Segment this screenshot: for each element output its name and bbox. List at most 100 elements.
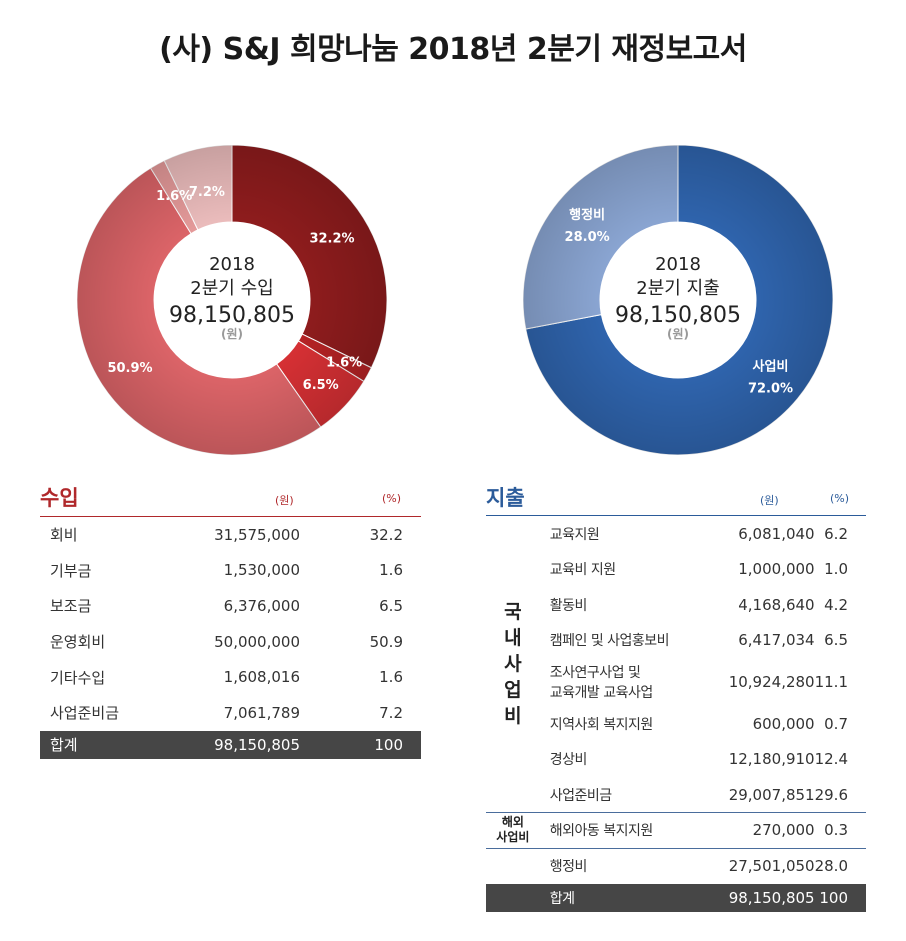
table-row: 기부금 1,530,000 1.6	[40, 553, 421, 589]
expense-row-percent: 0.3	[814, 812, 866, 848]
expense-row-percent: 1.0	[824, 560, 848, 579]
income-row-percent: 7.2	[379, 703, 403, 722]
expense-row-label-line2: 교육개발 교육사업	[549, 685, 654, 701]
income-row-label: 기타수입	[50, 668, 106, 687]
income-slice-label: 1.6%	[156, 189, 192, 204]
domestic-group-char: 업	[504, 679, 522, 701]
expense-total-percent: 100	[819, 888, 848, 907]
expense-section-title: 지출	[486, 486, 525, 510]
table-row: 사업준비금 29,007,851 29.6	[486, 777, 866, 813]
income-row-amount: 1,608,016	[223, 668, 300, 687]
expense-row-percent: 6.2	[824, 524, 848, 543]
domestic-group-char: 사	[504, 653, 522, 675]
income-center-year: 2018	[209, 254, 255, 275]
expense-row-percent: 28.0	[814, 847, 866, 884]
domestic-group-char: 비	[504, 705, 522, 727]
income-row-label: 보조금	[50, 597, 92, 616]
table-row: 회비 31,575,000 32.2	[40, 517, 421, 553]
table-row: 교육비 지원 1,000,000 1.0	[486, 552, 866, 588]
table-row: 행정비 27,501,050 28.0	[486, 847, 866, 884]
income-row-amount: 1,530,000	[223, 561, 300, 580]
expense-slice-label: 28.0%	[565, 230, 610, 245]
table-row: 해외 사업비 해외아동 복지지원 270,000 0.3	[486, 812, 866, 848]
income-row-amount: 7,061,789	[223, 703, 300, 722]
table-row: 활동비 4,168,640 4.2	[486, 587, 866, 623]
income-slice-label: 7.2%	[189, 185, 225, 200]
expense-row-label: 행정비	[539, 847, 705, 884]
income-row-amount: 50,000,000	[214, 632, 300, 651]
income-percent-unit: (%)	[382, 492, 402, 505]
income-slice-label: 6.5%	[303, 378, 339, 393]
admin-group-cell	[486, 847, 540, 884]
expense-row-label: 교육비 지원	[549, 562, 616, 579]
expense-row-label: 캠페인 및 사업홍보비	[549, 633, 670, 650]
overseas-group-line2: 사업비	[496, 830, 530, 845]
income-slice-label: 50.9%	[107, 361, 152, 376]
expense-header-rule	[486, 515, 866, 516]
table-row: 보조금 6,376,000 6.5	[40, 588, 421, 624]
table-row: 경상비 12,180,910 12.4	[486, 742, 866, 778]
income-donut-svg: 32.2%1.6%6.5%50.9%1.6%7.2% 2018 2분기 수입 9…	[76, 144, 388, 456]
expense-center-year: 2018	[655, 254, 701, 275]
income-header-rule	[40, 516, 421, 517]
overseas-group-line1: 해외	[501, 815, 524, 830]
expense-row-label: 해외아동 복지지원	[539, 812, 705, 848]
income-row-percent: 1.6	[379, 561, 403, 580]
expense-row-amount: 4,168,640	[738, 595, 815, 614]
expense-row-amount: 27,501,050	[704, 847, 815, 884]
expense-row-label: 교육지원	[549, 526, 600, 543]
expense-row-label: 경상비	[549, 752, 588, 769]
expense-row-label-line1: 조사연구사업 및	[549, 665, 641, 681]
expense-center-total: 98,150,805	[615, 303, 741, 328]
income-row-label: 회비	[50, 526, 78, 545]
domestic-group-char: 내	[504, 627, 522, 649]
expense-total-amount: 98,150,805	[728, 888, 815, 907]
table-row: 조사연구사업 및 교육개발 교육사업 10,924,280 11.1	[486, 658, 866, 706]
table-row: 기타수입 1,608,016 1.6	[40, 659, 421, 695]
income-row-label: 운영회비	[50, 633, 106, 652]
expense-center-unit: (원)	[667, 327, 689, 341]
income-center-total: 98,150,805	[169, 303, 295, 328]
expense-row-percent: 12.4	[814, 750, 848, 769]
table-row: 운영회비 50,000,000 50.9	[40, 624, 421, 660]
expense-row-label: 조사연구사업 및 교육개발 교육사업	[540, 658, 705, 706]
expense-slice-label: 72.0%	[748, 382, 793, 397]
expense-donut-chart: 사업비 72.0% 행정비 28.0% 2018 2분기 지출 98,150,805 …	[518, 140, 838, 460]
table-row: 사업준비금 7,061,789 7.2	[40, 695, 421, 731]
domestic-group-char: 국	[504, 601, 522, 623]
income-section-title: 수입	[40, 486, 79, 510]
income-total-percent: 100	[374, 735, 403, 754]
income-row-label: 사업준비금	[50, 704, 120, 723]
expense-row-amount: 6,081,040	[738, 524, 815, 543]
expense-row-amount: 270,000	[704, 812, 815, 848]
expense-total-spacer	[486, 884, 540, 912]
expense-row-label: 사업준비금	[549, 787, 612, 804]
income-center-unit: (원)	[221, 327, 243, 341]
income-row-percent: 6.5	[379, 596, 403, 615]
expense-row-amount: 29,007,851	[728, 785, 815, 804]
income-center-subtitle: 2분기 수입	[190, 278, 273, 299]
income-total-label: 합계	[50, 736, 78, 755]
report-title: (사) S&J 희망나눔 2018년 2분기 재정보고서	[159, 32, 747, 67]
expense-total-label: 합계	[549, 890, 575, 907]
income-row-percent: 32.2	[369, 525, 403, 544]
income-slice-label: 1.6%	[326, 356, 362, 371]
expense-percent-unit: (%)	[830, 492, 850, 505]
expense-amount-unit: (원)	[760, 494, 779, 507]
expense-row-amount: 600,000	[752, 714, 815, 733]
expense-row-percent: 4.2	[824, 595, 848, 614]
income-row-percent: 1.6	[379, 668, 403, 687]
income-row-percent: 50.9	[369, 632, 403, 651]
income-amount-unit: (원)	[275, 494, 294, 507]
expense-slice-name: 행정비	[569, 207, 605, 223]
expense-row-percent: 0.7	[824, 714, 848, 733]
income-table: 회비 31,575,000 32.2 기부금 1,530,000 1.6 보조금…	[40, 517, 421, 759]
income-donut-chart: 32.2% 1.6% 6.5% 50.9% 1.6% 7.2% 2018 2분기 수입 9…	[72, 140, 392, 460]
expense-row-percent: 29.6	[814, 785, 848, 804]
income-row-label: 기부금	[50, 561, 92, 580]
income-row-amount: 31,575,000	[214, 525, 300, 544]
